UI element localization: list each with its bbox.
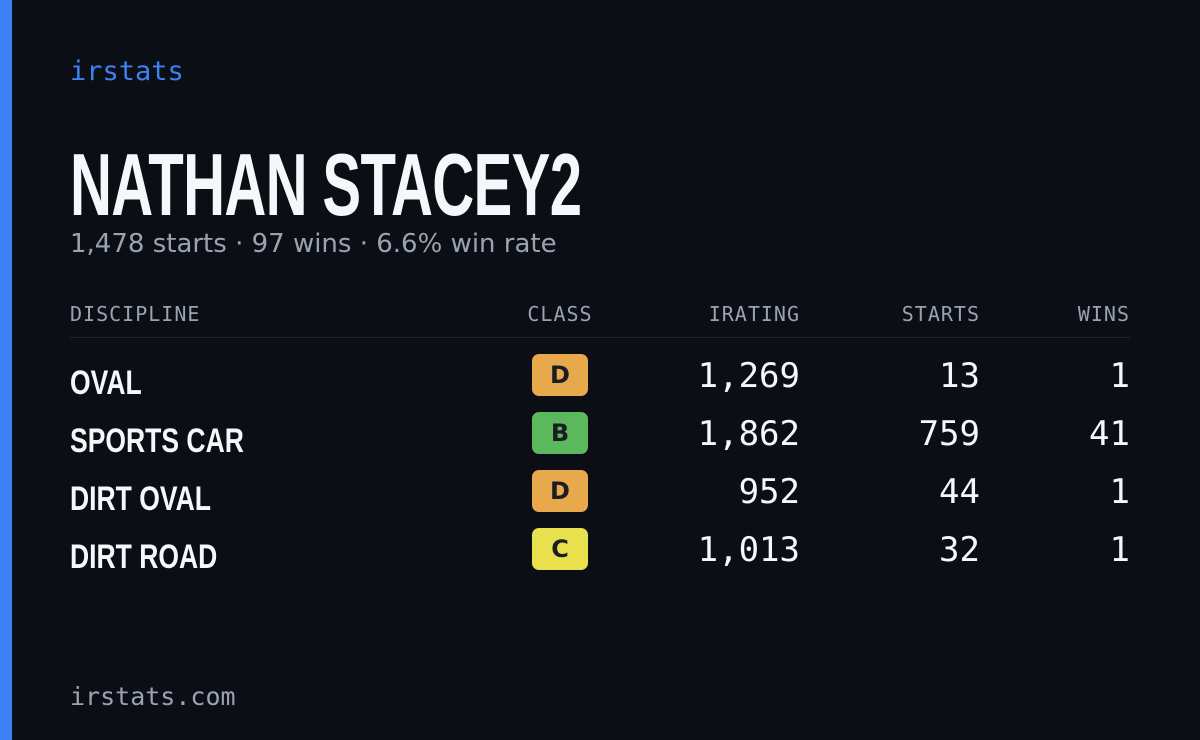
discipline: SPORTS CAR	[70, 422, 244, 460]
footer: irstats.com	[70, 682, 236, 711]
header-rule	[70, 337, 1130, 338]
column-header: CLASS	[527, 302, 593, 326]
accent-stripe	[0, 0, 12, 740]
driver-name: NATHAN STACEY2	[70, 135, 582, 234]
starts: 32	[939, 530, 980, 570]
wins: 1	[1109, 472, 1130, 512]
wins: 1	[1109, 356, 1130, 396]
class-badge: D	[532, 470, 588, 512]
starts: 44	[939, 472, 980, 512]
irating: 1,269	[697, 356, 800, 396]
starts: 759	[918, 414, 980, 454]
starts: 13	[939, 356, 980, 396]
class-badge: C	[532, 528, 588, 570]
class-badge: D	[532, 354, 588, 396]
discipline: OVAL	[70, 364, 142, 402]
irating: 1,013	[697, 530, 800, 570]
discipline: DIRT ROAD	[70, 538, 218, 576]
irating: 952	[738, 472, 800, 512]
summary: 1,478 starts · 97 wins · 6.6% win rate	[70, 229, 557, 259]
column-header: STARTS	[901, 302, 980, 326]
irating: 1,862	[697, 414, 800, 454]
wins: 1	[1109, 530, 1130, 570]
brand: irstats	[70, 56, 184, 87]
wins: 41	[1089, 414, 1130, 454]
column-header: IRATING	[708, 302, 800, 326]
class-badge: B	[532, 412, 588, 454]
discipline: DIRT OVAL	[70, 480, 211, 518]
column-header: WINS	[1077, 302, 1130, 326]
column-header: DISCIPLINE	[70, 302, 201, 326]
